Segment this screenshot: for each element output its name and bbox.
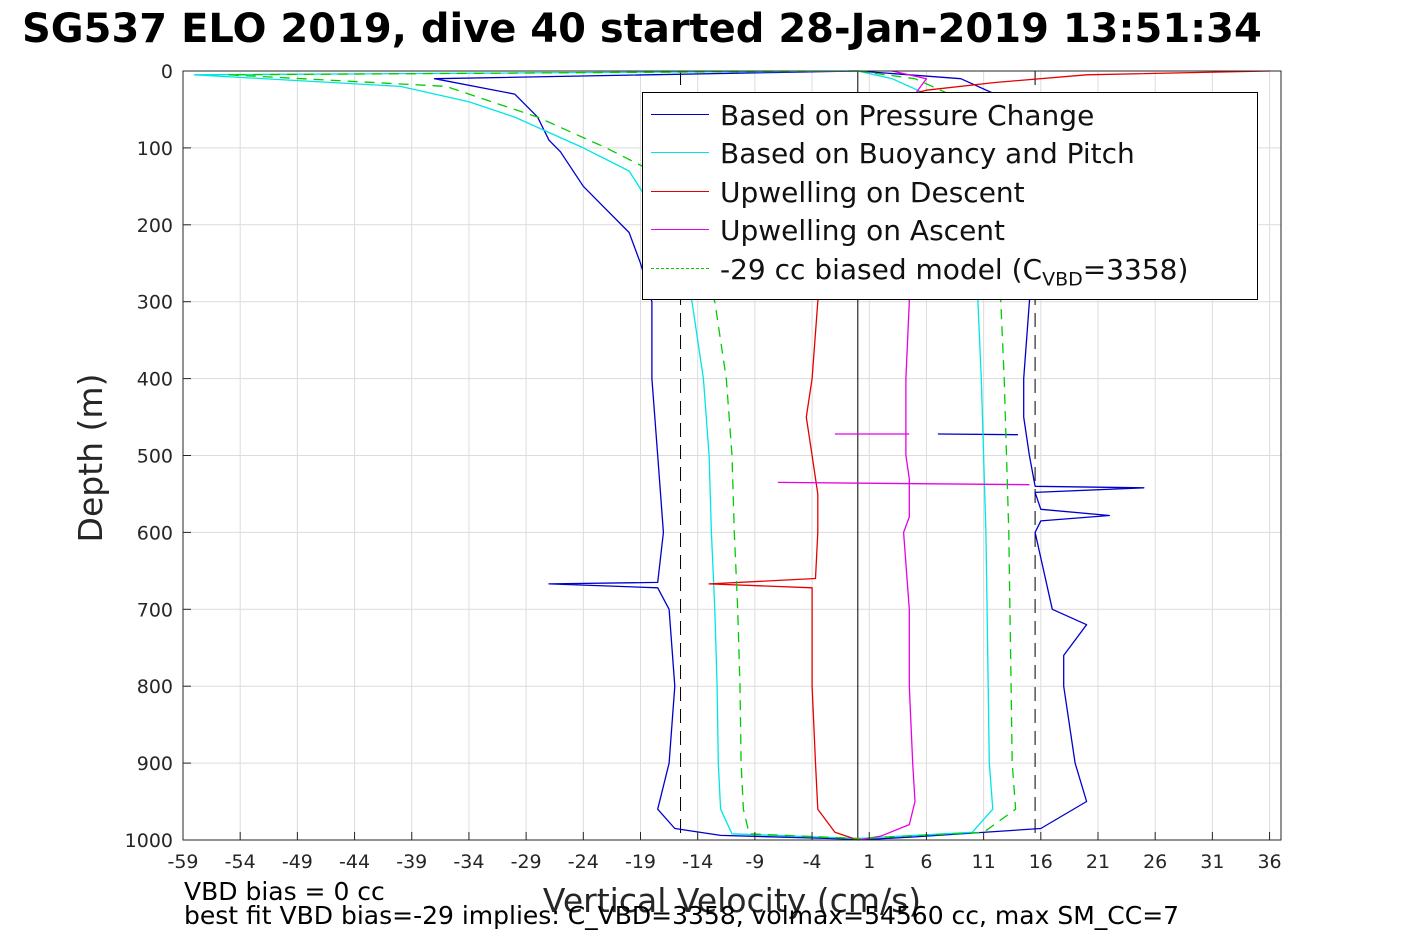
x-tick-label: -24 bbox=[568, 851, 599, 873]
y-tick-label: 700 bbox=[137, 599, 173, 621]
legend-item-buoyancy: Based on Buoyancy and Pitch bbox=[643, 133, 1257, 171]
legend: Based on Pressure Change Based on Buoyan… bbox=[642, 92, 1258, 300]
x-tick-label: -49 bbox=[282, 851, 313, 873]
y-tick-label: 800 bbox=[137, 676, 173, 698]
x-axis-label: Vertical Velocity (cm/s) bbox=[543, 881, 921, 920]
legend-model-subscript: VBD bbox=[1042, 268, 1083, 291]
series-pressure-change-line bbox=[937, 433, 1018, 436]
legend-item-upwelling-descent: Upwelling on Descent bbox=[643, 172, 1257, 210]
legend-swatch-buoyancy bbox=[651, 152, 709, 153]
legend-swatch-model bbox=[651, 268, 709, 269]
legend-label-pressure: Based on Pressure Change bbox=[720, 99, 1095, 132]
y-tick-label: 1000 bbox=[125, 830, 173, 852]
legend-label-buoyancy: Based on Buoyancy and Pitch bbox=[720, 137, 1135, 170]
legend-model-suffix: =3358) bbox=[1082, 253, 1189, 286]
x-tick-label: 31 bbox=[1200, 851, 1224, 873]
x-tick-label: 6 bbox=[920, 851, 932, 873]
y-axis-label: Depth (m) bbox=[71, 374, 110, 543]
x-tick-label: -54 bbox=[225, 851, 256, 873]
x-tick-label: -9 bbox=[745, 851, 764, 873]
legend-label-upwelling-ascent: Upwelling on Ascent bbox=[720, 214, 1006, 247]
legend-swatch-upwelling-ascent bbox=[651, 229, 709, 230]
y-tick-label: 400 bbox=[137, 369, 173, 391]
x-tick-label: -44 bbox=[339, 851, 370, 873]
legend-item-pressure: Based on Pressure Change bbox=[643, 95, 1257, 133]
tick-marks: -59 -54 -49 -44 -39 -34 -29 -24 -19 -14 -9 -4 1 6 11 16… bbox=[125, 61, 1282, 873]
footer-best-fit: best fit VBD bias=-29 implies: C_VBD=335… bbox=[184, 901, 1180, 930]
x-tick-label: 36 bbox=[1257, 851, 1281, 873]
legend-swatch-upwelling-descent bbox=[651, 191, 709, 192]
x-tick-label: -4 bbox=[803, 851, 822, 873]
series-biased-model-line bbox=[228, 70, 858, 840]
chart-title: SG537 ELO 2019, dive 40 started 28-Jan-2… bbox=[22, 6, 1262, 52]
x-tick-label: 1 bbox=[863, 851, 875, 873]
legend-label-upwelling-descent: Upwelling on Descent bbox=[720, 176, 1025, 209]
footer-vbd-bias: VBD bias = 0 cc bbox=[184, 877, 385, 906]
x-tick-label: -19 bbox=[625, 851, 656, 873]
legend-item-upwelling-ascent: Upwelling on Ascent bbox=[643, 210, 1257, 248]
series-pressure-change-line bbox=[433, 70, 858, 840]
y-tick-label: 900 bbox=[137, 753, 173, 775]
x-tick-label: 21 bbox=[1086, 851, 1110, 873]
legend-item-model: -29 cc biased model (CVBD=3358) bbox=[643, 249, 1257, 291]
x-tick-label: -29 bbox=[511, 851, 542, 873]
y-tick-label: 300 bbox=[137, 292, 173, 314]
y-tick-label: 200 bbox=[137, 215, 173, 237]
y-tick-label: 0 bbox=[161, 61, 173, 83]
x-tick-label: 26 bbox=[1143, 851, 1167, 873]
y-tick-label: 600 bbox=[137, 522, 173, 544]
legend-label-model: -29 cc biased model (CVBD=3358) bbox=[720, 253, 1188, 291]
y-tick-label: 100 bbox=[137, 138, 173, 160]
x-tick-label: -39 bbox=[396, 851, 427, 873]
x-tick-label: 11 bbox=[972, 851, 996, 873]
legend-model-prefix: -29 cc biased model (C bbox=[720, 253, 1043, 286]
legend-swatch-pressure bbox=[651, 114, 709, 115]
x-tick-label: -14 bbox=[682, 851, 713, 873]
x-tick-label: -59 bbox=[167, 851, 198, 873]
x-tick-label: 16 bbox=[1029, 851, 1053, 873]
series-buoyancy-pitch-line bbox=[193, 70, 858, 840]
y-tick-label: 500 bbox=[137, 446, 173, 468]
x-tick-label: -34 bbox=[453, 851, 484, 873]
series-upwelling-ascent-line bbox=[777, 481, 1030, 486]
